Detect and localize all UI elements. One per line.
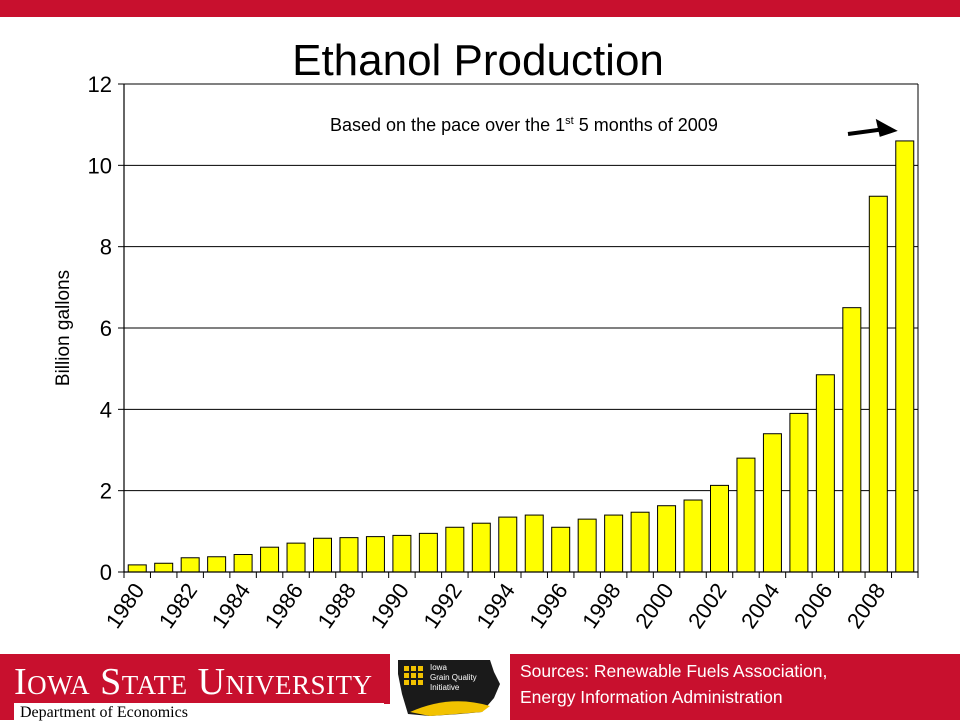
bar-1983 (207, 556, 227, 573)
bar-1988 (339, 537, 359, 573)
y-tick-labels: 0 2 4 6 8 10 12 (88, 72, 112, 585)
x-tick-label: 2004 (736, 579, 785, 633)
x-tick-label: 1982 (154, 579, 203, 633)
bar-1995 (524, 514, 544, 573)
x-tick-labels: 1980 1982 1984 1986 1988 1990 1992 1994 1996 1998… (101, 579, 891, 633)
iowa-state-outline-icon (398, 660, 500, 716)
x-tick-label: 2006 (789, 579, 838, 633)
bar-1993 (471, 522, 491, 573)
bar-1986 (286, 542, 306, 573)
bar-2006 (815, 374, 835, 573)
x-tick-label: 1994 (471, 579, 520, 633)
x-tick-label: 1998 (577, 579, 626, 633)
x-tick-label: 1984 (207, 579, 256, 633)
bar-2001 (683, 499, 703, 573)
bar-2005 (789, 412, 809, 573)
axes (118, 83, 919, 578)
bar-1992 (445, 526, 465, 573)
bar-2004 (762, 433, 782, 573)
y-tick-label: 4 (100, 397, 112, 422)
x-tick-label: 1986 (260, 579, 309, 633)
footer-bar: Iowa State University Department of Econ… (0, 654, 960, 724)
y-tick-label: 0 (100, 560, 112, 585)
department-label: Department of Economics (14, 704, 390, 724)
bar-1997 (577, 518, 597, 573)
x-tick-label: 2008 (842, 579, 891, 633)
bar-1996 (551, 526, 571, 573)
bar-2008 (868, 195, 888, 573)
bar-1991 (418, 532, 438, 573)
x-tick-label: 1988 (313, 579, 362, 633)
logo-line-2: Grain Quality (430, 673, 477, 682)
annotation-arrow (847, 118, 898, 137)
bar-1998 (604, 514, 624, 573)
sources-line-1: Sources: Renewable Fuels Association, (520, 661, 828, 681)
x-tick-label: 1992 (418, 579, 467, 633)
x-tick-label: 1990 (365, 579, 414, 633)
bar-2002 (710, 484, 729, 573)
y-tick-label: 12 (88, 72, 112, 97)
arrow-head (875, 118, 898, 137)
gridlines (124, 83, 918, 492)
bar-1990 (392, 534, 412, 573)
bar-1987 (313, 537, 332, 573)
chart-title: Ethanol Production (292, 36, 664, 85)
y-tick-label: 6 (100, 316, 112, 341)
sources-note: Sources: Renewable Fuels Association, En… (520, 658, 960, 710)
x-tick-label: 1996 (524, 579, 573, 633)
grain-quality-initiative-logo: Iowa Grain Quality Initiative (390, 654, 510, 720)
top-accent-bar (0, 0, 960, 17)
bar-1985 (260, 546, 280, 573)
x-tick-label: 1980 (101, 579, 150, 633)
y-axis-label: Billion gallons (53, 270, 74, 386)
bar-1982 (180, 557, 200, 573)
university-name: Iowa State University (14, 661, 373, 703)
bar-2000 (657, 505, 677, 573)
bar-1980 (127, 564, 147, 573)
bar-1989 (365, 536, 385, 573)
chart-annotation: Based on the pace over the 1st 5 months … (330, 115, 718, 135)
y-tick-label: 8 (100, 235, 112, 260)
logo-line-1: Iowa (430, 663, 447, 672)
bar-2003 (736, 457, 756, 573)
bar-series (127, 140, 915, 573)
bar-2009 (895, 140, 915, 573)
bar-1994 (498, 516, 518, 573)
bar-1981 (154, 562, 174, 573)
sources-line-2: Energy Information Administration (520, 687, 783, 707)
bar-1984 (233, 554, 253, 573)
x-tick-label: 2000 (630, 579, 679, 633)
logo-line-3: Initiative (430, 683, 460, 692)
x-tick-label: 2002 (683, 579, 732, 633)
bar-1999 (630, 511, 650, 573)
y-tick-label: 10 (88, 153, 112, 178)
y-tick-label: 2 (100, 479, 112, 504)
bar-2007 (842, 307, 862, 573)
